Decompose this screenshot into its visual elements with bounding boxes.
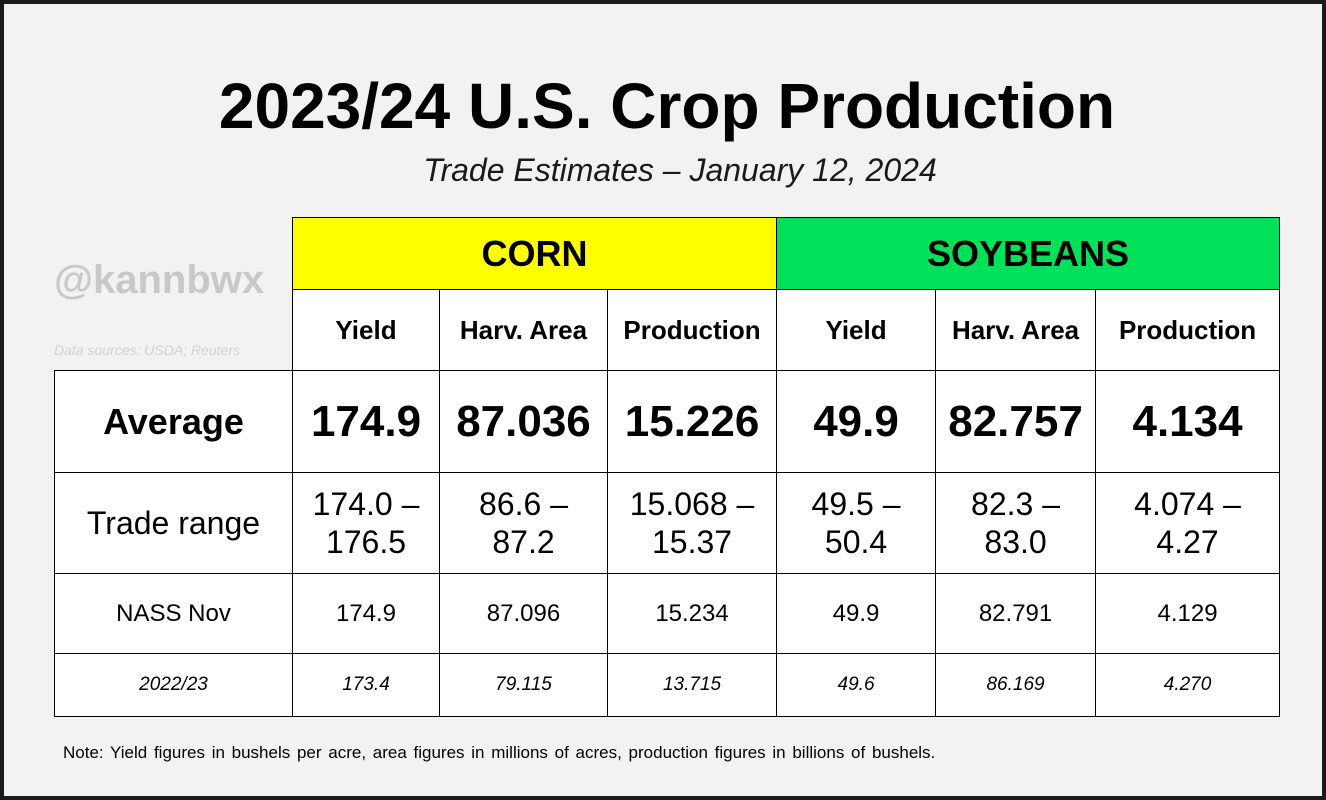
table-cell: 15.068 – 15.37: [606, 472, 778, 574]
range-low: 174.0 –: [312, 486, 420, 522]
soybeans-header: SOYBEANS: [776, 217, 1281, 290]
col-header-corn-harv-area: Harv. Area: [439, 289, 608, 371]
range-low: 82.3 –: [971, 486, 1061, 522]
table-row-average: Average 174.9 87.036 15.226 49.9 82.757 …: [54, 370, 1281, 473]
table-cell: 49.9: [776, 573, 937, 654]
row-label-trade-range: Trade range: [54, 472, 293, 574]
range-low: 86.6 –: [479, 486, 568, 522]
row-label-average: Average: [54, 370, 293, 473]
table-cell: 174.0 – 176.5: [292, 472, 440, 574]
table-cell: 4.134: [1095, 370, 1281, 473]
table-cell: 86.169: [935, 653, 1097, 717]
table-cell: 15.234: [606, 573, 778, 654]
page-title: 2023/24 U.S. Crop Production: [218, 70, 1116, 142]
range-high: 4.27: [1156, 524, 1219, 560]
table-row-nass-nov: NASS Nov 174.9 87.096 15.234 49.9 82.791…: [54, 573, 1281, 654]
corner-blank: [55, 218, 293, 290]
table-cell: 13.715: [606, 653, 778, 717]
table-cell: 4.129: [1095, 573, 1281, 654]
col-header-soy-yield: Yield: [776, 289, 937, 371]
range-high: 50.4: [824, 524, 888, 560]
table-cell: 174.9: [292, 370, 440, 473]
page-subtitle: Trade Estimates – January 12, 2024: [423, 152, 937, 188]
range-high: 15.37: [651, 524, 733, 560]
range-low: 49.5 –: [811, 486, 901, 522]
table-cell: 86.6 – 87.2: [439, 472, 608, 574]
row-label-prior-year: 2022/23: [54, 653, 293, 717]
range-high: 176.5: [325, 524, 407, 560]
table-cell: 82.757: [935, 370, 1097, 473]
table-cell: 82.3 – 83.0: [935, 472, 1097, 574]
table-cell: 49.5 – 50.4: [776, 472, 937, 574]
table-cell: 49.6: [776, 653, 937, 717]
crop-header-row: CORN SOYBEANS: [55, 217, 1281, 290]
table-cell: 174.9: [292, 573, 440, 654]
watermark-handle: @kannbwx: [54, 258, 265, 302]
units-footnote: Note: Yield figures in bushels per acre,…: [63, 743, 936, 762]
table-cell: 4.270: [1095, 653, 1281, 717]
table-row-prior-year: 2022/23 173.4 79.115 13.715 49.6 86.169 …: [54, 653, 1281, 717]
column-header-row: Yield Harv. Area Production Yield Harv. …: [55, 289, 1281, 371]
col-header-corn-production: Production: [606, 289, 778, 371]
col-header-soy-production: Production: [1095, 289, 1281, 371]
table-cell: 173.4: [292, 653, 440, 717]
data-sources-note: Data sources: USDA; Reuters: [54, 342, 240, 358]
range-high: 83.0: [984, 524, 1047, 560]
range-high: 87.2: [492, 524, 555, 560]
corn-header: CORN: [291, 217, 778, 290]
table-cell: 82.791: [935, 573, 1097, 654]
col-header-soy-harv-area: Harv. Area: [935, 289, 1097, 371]
crop-production-table: CORN SOYBEANS Yield Harv. Area Productio…: [54, 217, 1281, 717]
table-cell: 79.115: [439, 653, 608, 717]
table-row-trade-range: Trade range 174.0 – 176.5 86.6 – 87.2 15…: [54, 472, 1281, 574]
table-cell: 4.074 – 4.27: [1095, 472, 1281, 574]
table-cell: 87.036: [439, 370, 608, 473]
col-header-corn-yield: Yield: [292, 289, 440, 371]
row-label-nass-nov: NASS Nov: [54, 573, 293, 654]
range-low: 15.068 –: [629, 486, 755, 522]
corner-blank-2: [55, 290, 293, 371]
range-low: 4.074 –: [1134, 486, 1241, 522]
table-cell: 49.9: [776, 370, 937, 473]
table-cell: 15.226: [606, 370, 778, 473]
table-cell: 87.096: [439, 573, 608, 654]
